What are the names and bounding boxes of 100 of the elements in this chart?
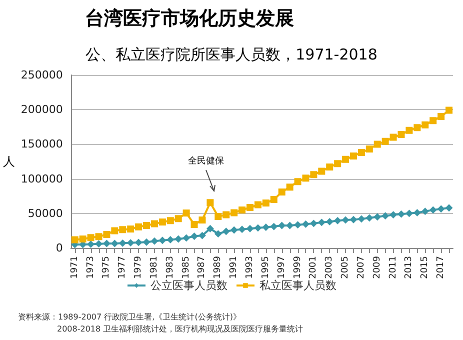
- x-tick-label: 1987: [197, 256, 208, 279]
- point: [79, 236, 86, 243]
- x-tick-label: 1989: [213, 256, 224, 279]
- point: [135, 223, 142, 230]
- point: [302, 174, 310, 182]
- point: [254, 224, 262, 232]
- x-tick-label: 2015: [420, 256, 430, 279]
- point: [422, 121, 429, 128]
- y-axis-title: 人: [3, 154, 15, 168]
- text: 2008-2018 卫生福利部统计处，医疗机构现况及医院医疗服务量统计: [57, 324, 304, 334]
- point: [246, 225, 254, 232]
- point: [238, 206, 246, 214]
- x-tick-label: 2011: [388, 256, 398, 279]
- x-tick-label: 1983: [165, 256, 176, 279]
- point: [374, 140, 381, 148]
- y-tick-label: 0: [56, 242, 63, 254]
- point: [71, 236, 78, 244]
- y-tick-label: 250000: [20, 68, 63, 82]
- point: [358, 215, 365, 222]
- point: [127, 225, 134, 232]
- point: [278, 222, 286, 230]
- x-tick-label: 1991: [229, 256, 240, 279]
- point: [206, 225, 214, 232]
- point: [270, 223, 278, 230]
- point: [270, 196, 278, 204]
- point: [166, 217, 174, 224]
- y-tick-label: 150000: [20, 138, 63, 151]
- point: [350, 152, 357, 160]
- point: [230, 226, 238, 234]
- point: [342, 156, 350, 163]
- x-tick-label: 1971: [70, 256, 80, 279]
- point: [382, 138, 389, 145]
- point: [190, 220, 198, 228]
- point: [406, 210, 413, 217]
- x-tick-label: 1975: [102, 256, 112, 279]
- point: [95, 233, 102, 240]
- point: [214, 230, 222, 238]
- point: [119, 240, 126, 247]
- point: [430, 117, 437, 124]
- point: [182, 210, 190, 217]
- point: [278, 188, 286, 196]
- point: [294, 178, 302, 186]
- point: [143, 222, 150, 230]
- point: [135, 238, 142, 246]
- point: [358, 149, 365, 156]
- point: [446, 106, 453, 114]
- point: [87, 234, 94, 242]
- point: [143, 238, 150, 246]
- x-tick-label: 2009: [372, 256, 382, 279]
- point: [111, 240, 118, 247]
- point: [406, 126, 413, 134]
- point: [294, 221, 302, 228]
- point: [254, 201, 262, 208]
- legend-label: 公立医事人员数: [150, 279, 228, 292]
- y-tick-label: 50000: [28, 206, 63, 220]
- point: [246, 204, 254, 212]
- point: [342, 216, 350, 224]
- point: [326, 164, 334, 171]
- point: [382, 212, 389, 220]
- point: [422, 208, 429, 215]
- x-tick-label: 2013: [404, 256, 414, 279]
- point: [150, 220, 158, 228]
- point: [446, 204, 453, 212]
- x-tick-label: 1985: [181, 256, 192, 279]
- point: [262, 224, 270, 231]
- point: [398, 131, 405, 138]
- point: [438, 113, 445, 120]
- x-tick-label: 2017: [436, 256, 446, 279]
- point: [103, 240, 110, 247]
- point: [158, 236, 166, 244]
- point: [414, 209, 421, 216]
- point: [103, 231, 110, 238]
- chart-subtitle: 公、私立医疗院所医事人员数，1971-2018: [86, 46, 378, 64]
- point: [310, 220, 318, 227]
- point: [366, 214, 373, 222]
- point: [182, 234, 190, 242]
- x-tick-label: 2005: [340, 256, 351, 279]
- x-tick-label: 1995: [260, 256, 271, 279]
- x-tick-label: 2007: [356, 256, 366, 279]
- x-tick-label: 1997: [276, 256, 287, 279]
- y-tick-label: 100000: [20, 172, 63, 186]
- point: [174, 236, 182, 243]
- point: [95, 240, 102, 248]
- x-tick-label: 2003: [324, 256, 335, 279]
- point: [214, 213, 222, 220]
- point: [286, 184, 294, 191]
- point: [438, 205, 445, 212]
- point: [398, 210, 405, 218]
- point: [238, 226, 246, 233]
- point: [119, 226, 126, 234]
- point: [198, 232, 206, 240]
- point: [150, 238, 158, 245]
- legend-label: 私立医事人员数: [260, 279, 336, 292]
- point: [334, 217, 342, 224]
- point: [326, 218, 334, 226]
- x-tick-label: 1977: [118, 256, 128, 279]
- point: [222, 211, 230, 218]
- point: [262, 200, 270, 207]
- point: [350, 216, 357, 224]
- point: [111, 227, 118, 234]
